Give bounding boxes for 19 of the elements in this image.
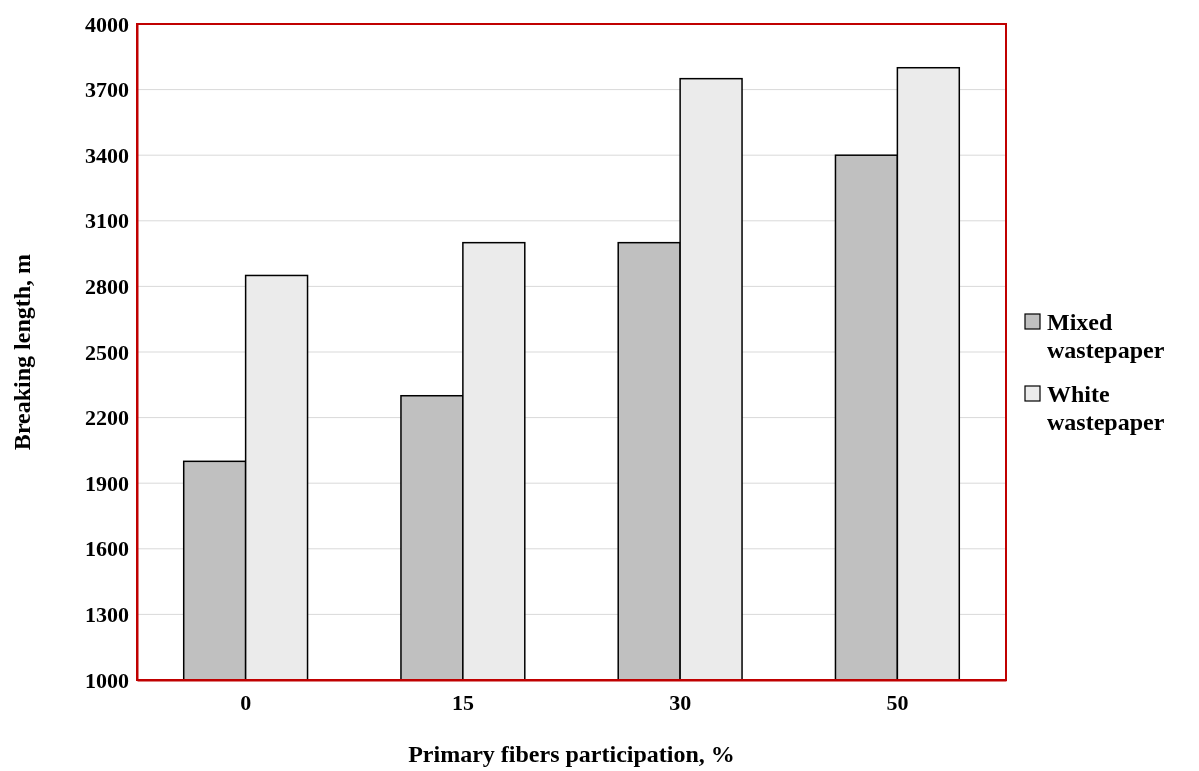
y-tick-label: 3700 bbox=[85, 77, 129, 103]
x-tick-label: 30 bbox=[669, 689, 692, 715]
y-tick-label: 4000 bbox=[85, 11, 129, 37]
y-tick-label: 2800 bbox=[85, 273, 129, 299]
y-tick-label: 1300 bbox=[85, 601, 129, 627]
x-tick-label: 0 bbox=[240, 689, 252, 715]
y-tick-label: 1900 bbox=[85, 470, 129, 496]
y-tick-label: 1600 bbox=[85, 536, 129, 562]
x-axis-title: Primary fibers participation, % bbox=[408, 741, 735, 767]
x-tick-label: 15 bbox=[451, 689, 474, 715]
legend-label: White wastepaper bbox=[1047, 381, 1165, 435]
y-tick-label: 2200 bbox=[85, 405, 129, 431]
y-axis-title: Breaking length, m bbox=[9, 253, 35, 451]
y-tick-label: 1000 bbox=[85, 667, 129, 693]
y-tick-label: 3400 bbox=[85, 142, 129, 168]
legend-label: Mixed wastepaper bbox=[1047, 309, 1165, 363]
y-tick-label: 3100 bbox=[85, 208, 129, 234]
x-tick-label: 50 bbox=[886, 689, 909, 715]
y-tick-label: 2500 bbox=[85, 339, 129, 365]
